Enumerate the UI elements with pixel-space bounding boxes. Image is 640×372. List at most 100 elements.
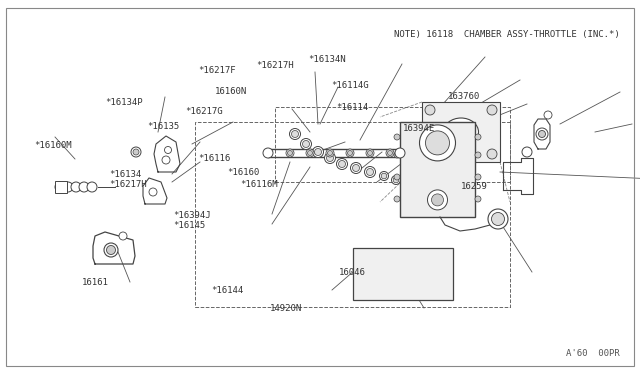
Text: 16046: 16046 xyxy=(339,268,366,277)
Circle shape xyxy=(63,182,73,192)
Circle shape xyxy=(131,147,141,157)
Circle shape xyxy=(306,149,314,157)
Circle shape xyxy=(339,160,346,167)
Circle shape xyxy=(328,151,333,155)
Circle shape xyxy=(405,179,411,185)
Circle shape xyxy=(324,153,335,164)
Circle shape xyxy=(431,194,444,206)
Circle shape xyxy=(428,190,447,210)
Circle shape xyxy=(291,131,298,138)
Text: 16394E: 16394E xyxy=(403,124,435,133)
Text: *16134N: *16134N xyxy=(308,55,346,64)
Circle shape xyxy=(386,149,394,157)
Circle shape xyxy=(522,147,532,157)
Circle shape xyxy=(475,196,481,202)
Circle shape xyxy=(314,148,321,155)
Text: 16160N: 16160N xyxy=(214,87,246,96)
Text: *16116: *16116 xyxy=(198,154,230,163)
Bar xyxy=(422,102,500,162)
Text: *16114G: *16114G xyxy=(332,81,369,90)
Circle shape xyxy=(475,174,481,180)
Circle shape xyxy=(287,151,292,155)
Circle shape xyxy=(353,164,360,171)
Circle shape xyxy=(380,171,388,180)
Text: 16259: 16259 xyxy=(461,182,488,191)
Circle shape xyxy=(536,128,548,140)
Circle shape xyxy=(394,174,400,180)
Circle shape xyxy=(55,182,65,192)
Circle shape xyxy=(487,105,497,115)
Text: *16217F: *16217F xyxy=(198,66,236,75)
Circle shape xyxy=(426,131,449,155)
Text: *16160: *16160 xyxy=(227,169,259,177)
Text: *16135: *16135 xyxy=(147,122,179,131)
Text: *16217H: *16217H xyxy=(109,180,147,189)
Circle shape xyxy=(303,141,310,148)
Circle shape xyxy=(326,154,333,161)
Circle shape xyxy=(104,243,118,257)
Circle shape xyxy=(538,131,545,138)
Circle shape xyxy=(425,149,435,159)
Text: *16217H: *16217H xyxy=(256,61,294,70)
Circle shape xyxy=(394,196,400,202)
Circle shape xyxy=(87,182,97,192)
Circle shape xyxy=(487,149,497,159)
Circle shape xyxy=(419,125,456,161)
Text: 163760: 163760 xyxy=(448,92,480,101)
Circle shape xyxy=(394,134,400,140)
Circle shape xyxy=(337,158,348,170)
Text: NOTE) 16118  CHAMBER ASSY-THROTTLE (INC.*): NOTE) 16118 CHAMBER ASSY-THROTTLE (INC.*… xyxy=(394,31,620,39)
Text: *16114: *16114 xyxy=(336,103,368,112)
Bar xyxy=(353,248,453,300)
Circle shape xyxy=(365,167,376,177)
Bar xyxy=(55,181,67,193)
Circle shape xyxy=(119,232,127,240)
Circle shape xyxy=(106,246,115,254)
Circle shape xyxy=(307,151,312,155)
Circle shape xyxy=(488,209,508,229)
Circle shape xyxy=(425,105,435,115)
Bar xyxy=(400,122,475,217)
Text: *16134P: *16134P xyxy=(106,98,143,107)
Circle shape xyxy=(351,163,362,173)
Ellipse shape xyxy=(444,118,479,146)
Circle shape xyxy=(475,134,481,140)
Circle shape xyxy=(301,138,312,150)
Text: A'60  00PR: A'60 00PR xyxy=(566,350,620,359)
Circle shape xyxy=(149,188,157,196)
Text: *16394J: *16394J xyxy=(173,211,211,220)
Circle shape xyxy=(79,182,89,192)
Circle shape xyxy=(326,149,334,157)
Text: *16116M: *16116M xyxy=(240,180,278,189)
Circle shape xyxy=(475,152,481,158)
Text: *16144: *16144 xyxy=(211,286,243,295)
Circle shape xyxy=(346,149,354,157)
Text: *16160M: *16160M xyxy=(34,141,72,150)
Circle shape xyxy=(367,151,372,155)
Circle shape xyxy=(544,111,552,119)
Text: 16161: 16161 xyxy=(82,278,109,287)
Text: *16145: *16145 xyxy=(173,221,205,230)
Circle shape xyxy=(164,147,172,154)
Circle shape xyxy=(348,151,353,155)
Circle shape xyxy=(289,128,301,140)
Circle shape xyxy=(392,176,401,185)
Circle shape xyxy=(263,148,273,158)
Circle shape xyxy=(367,169,374,176)
Text: *16217G: *16217G xyxy=(186,107,223,116)
Circle shape xyxy=(381,173,387,179)
Text: *16134: *16134 xyxy=(109,170,141,179)
Circle shape xyxy=(366,149,374,157)
Text: 14920N: 14920N xyxy=(270,304,302,313)
Circle shape xyxy=(492,212,504,225)
Circle shape xyxy=(286,149,294,157)
Circle shape xyxy=(395,148,405,158)
Circle shape xyxy=(387,151,392,155)
Circle shape xyxy=(312,147,323,157)
Circle shape xyxy=(71,182,81,192)
Circle shape xyxy=(133,149,139,155)
Circle shape xyxy=(394,152,400,158)
Circle shape xyxy=(162,156,170,164)
Circle shape xyxy=(403,177,413,186)
Circle shape xyxy=(393,177,399,183)
